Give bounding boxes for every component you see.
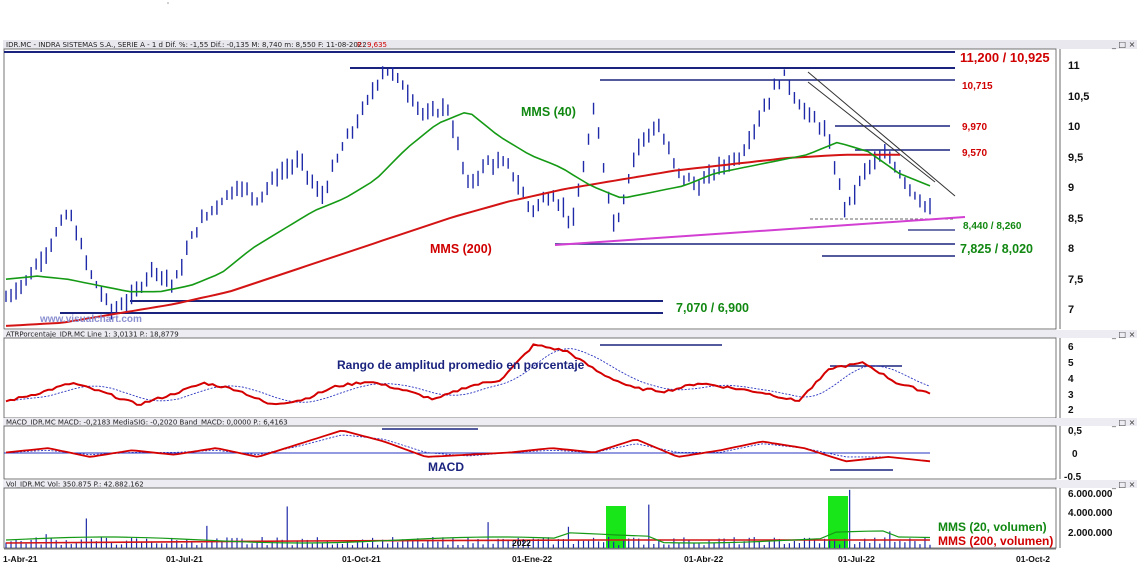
atr-plot-content: [5, 343, 931, 406]
date-tick: 01-Oct-21: [342, 554, 381, 564]
vol-highlight-1: [606, 506, 626, 548]
atr-window-controls[interactable]: _ □ ×: [1111, 330, 1135, 339]
macd-header: MACD_IDR.MC MACD: -0,2183 MediaSIG: -0,2…: [6, 419, 288, 427]
macd-header-bar: [3, 418, 1137, 426]
macd-tick: 0,5: [1068, 426, 1082, 437]
price-tick: 7: [1068, 304, 1074, 316]
date-tick: 01-Jul-21: [166, 554, 203, 564]
macd-tick: 0: [1072, 449, 1078, 460]
label-vol-mms20: MMS (20, volumen): [938, 520, 1047, 534]
mms200-line: [5, 153, 900, 327]
date-tick: 01-Oct-2: [1016, 554, 1050, 564]
label-mms40: MMS (40): [521, 105, 576, 119]
price-tick: 11: [1068, 60, 1080, 72]
atr-panel: ATRPorcentaje_IDR.MC Line 1: 3,0131 P.: …: [3, 330, 1137, 419]
label-atr: Rango de amplitud promedio en porcentaje: [337, 358, 585, 372]
vol-tick: 2.000.000: [1068, 528, 1113, 539]
vol-ma20-line: [5, 530, 931, 544]
downtrend-line-upper: [807, 71, 956, 197]
atr-tick: 3: [1068, 390, 1074, 401]
vol-header-bar: [3, 480, 1137, 488]
vol-highlight-2: [828, 496, 848, 548]
macd-panel: MACD_IDR.MC MACD: -0,2183 MediaSIG: -0,2…: [3, 418, 1137, 483]
price-bars: [5, 66, 931, 320]
volume-panel: Vol_IDR.MC Vol: 350.875 P.: 42.882.162 _…: [3, 480, 1137, 549]
price-tick: 7,5: [1068, 274, 1083, 286]
label-vol-mms200: MMS (200, volumen): [938, 534, 1053, 548]
atr-tick: 2: [1068, 405, 1074, 416]
label-level-top: 11,200 / 10,925: [960, 50, 1050, 65]
support-trendline: [554, 216, 966, 246]
price-window-controls[interactable]: _ □ ×: [1111, 40, 1135, 49]
vol-plot-content: [5, 489, 931, 548]
atr-tick: 4: [1068, 374, 1074, 385]
vol-tick: 4.000.000: [1068, 508, 1113, 519]
label-level-9970: 9,970: [962, 122, 987, 133]
price-tick: 8: [1068, 243, 1074, 255]
vol-window-controls[interactable]: _ □ ×: [1111, 480, 1135, 489]
vol-ma200-line: [5, 539, 930, 544]
atr-header: ATRPorcentaje_IDR.MC Line 1: 3,0131 P.: …: [6, 331, 179, 339]
price-tick: 9: [1068, 182, 1074, 194]
price-header-p: P.: 9,635: [357, 41, 387, 49]
vol-plot-area: [3, 487, 1057, 549]
label-level-7825: 7,825 / 8,020: [960, 242, 1033, 256]
date-tick: 01-Abr-22: [684, 554, 723, 564]
price-tick: 10,5: [1068, 91, 1089, 103]
mms40-line: [5, 111, 931, 293]
price-tick: 9,5: [1068, 152, 1083, 164]
atr-signal-line: [5, 348, 931, 403]
speck: [167, 2, 169, 4]
price-plot-area: [3, 48, 1057, 330]
atr-tick: 5: [1068, 358, 1074, 369]
label-mms200: MMS (200): [430, 242, 492, 256]
label-macd: MACD: [428, 460, 464, 474]
price-tick: 8,5: [1068, 213, 1083, 225]
year-mark: 2022: [512, 538, 531, 548]
price-header-bar: [3, 40, 1137, 49]
price-tick: 10: [1068, 121, 1080, 133]
date-axis: 1-Abr-21 01-Jul-21 01-Oct-21 01-Ene-22 0…: [3, 538, 1056, 564]
atr-line: [5, 343, 931, 406]
date-tick: 01-Jul-22: [838, 554, 875, 564]
price-panel: IDR.MC - INDRA SISTEMAS S.A., SERIE A - …: [3, 40, 1137, 330]
atr-plot-area: [3, 337, 1057, 419]
date-tick: 1-Abr-21: [3, 554, 38, 564]
watermark: www.visualchart.com: [39, 314, 142, 325]
price-header: IDR.MC - INDRA SISTEMAS S.A., SERIE A - …: [6, 41, 367, 49]
vol-header: Vol_IDR.MC Vol: 350.875 P.: 42.882.162: [6, 481, 144, 489]
macd-line: [5, 429, 931, 463]
atr-header-bar: [3, 330, 1137, 338]
atr-tick: 6: [1068, 342, 1074, 353]
vol-axis: 6.000.000 4.000.000 2.000.000: [1068, 489, 1113, 539]
downtrend-line-lower: [807, 81, 936, 183]
macd-window-controls[interactable]: _ □ ×: [1111, 418, 1135, 427]
vol-tick: 6.000.000: [1068, 489, 1113, 500]
price-plot-content: [4, 51, 966, 327]
label-level-7070: 7,070 / 6,900: [676, 301, 749, 315]
macd-axis: 0,5 0 -0,5: [1064, 426, 1082, 483]
label-level-9570: 9,570: [962, 148, 987, 159]
label-level-8440: 8,440 / 8,260: [963, 221, 1022, 232]
macd-plot-content: [4, 428, 931, 471]
macd-tick: -0,5: [1064, 472, 1082, 483]
label-level-10715: 10,715: [962, 81, 993, 92]
date-tick: 01-Ene-22: [512, 554, 552, 564]
atr-axis: 6 5 4 3 2: [1068, 342, 1074, 416]
price-axis: 11 10,5 10 9,5 9 8,5 8 7,5 7: [1068, 60, 1089, 316]
